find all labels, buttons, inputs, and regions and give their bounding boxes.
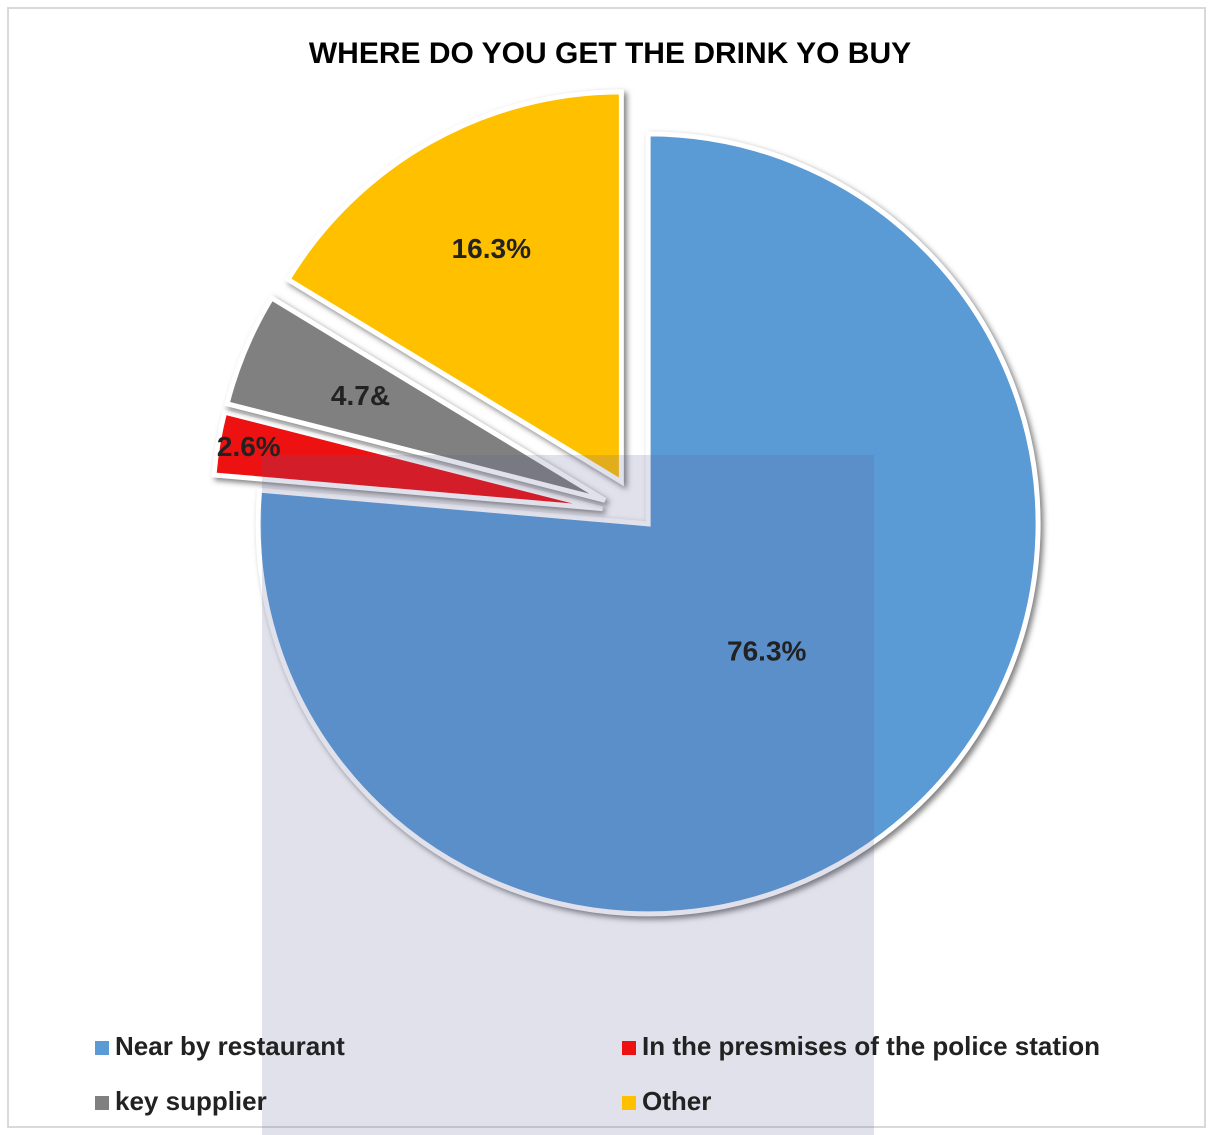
data-label: 4.7& — [331, 380, 390, 411]
labels: 76.3% 2.6% 4.7&16.3% — [217, 233, 807, 666]
legend-label: key supplier — [115, 1086, 267, 1116]
pie-slice — [284, 89, 624, 487]
legend-label: Near by restaurant — [115, 1031, 345, 1061]
pie — [211, 89, 1041, 917]
data-label: 2.6% — [217, 431, 281, 462]
data-label: 76.3% — [727, 636, 806, 667]
pie-slice — [224, 294, 607, 503]
watermark — [262, 455, 874, 1135]
data-label: 16.3% — [452, 233, 531, 264]
legend-marker — [95, 1096, 109, 1110]
pie-slice — [211, 409, 604, 512]
legend-label: In the presmises of the police station — [642, 1031, 1100, 1061]
chart-title: WHERE DO YOU GET THE DRINK YO BUY — [309, 37, 911, 70]
legend-marker — [95, 1041, 109, 1055]
legend-label: Other — [642, 1086, 711, 1116]
legend: Near by restaurant In the presmises of th… — [95, 1031, 1100, 1116]
legend-marker — [622, 1041, 636, 1055]
legend-marker — [622, 1096, 636, 1110]
pie-slice — [255, 131, 1041, 917]
